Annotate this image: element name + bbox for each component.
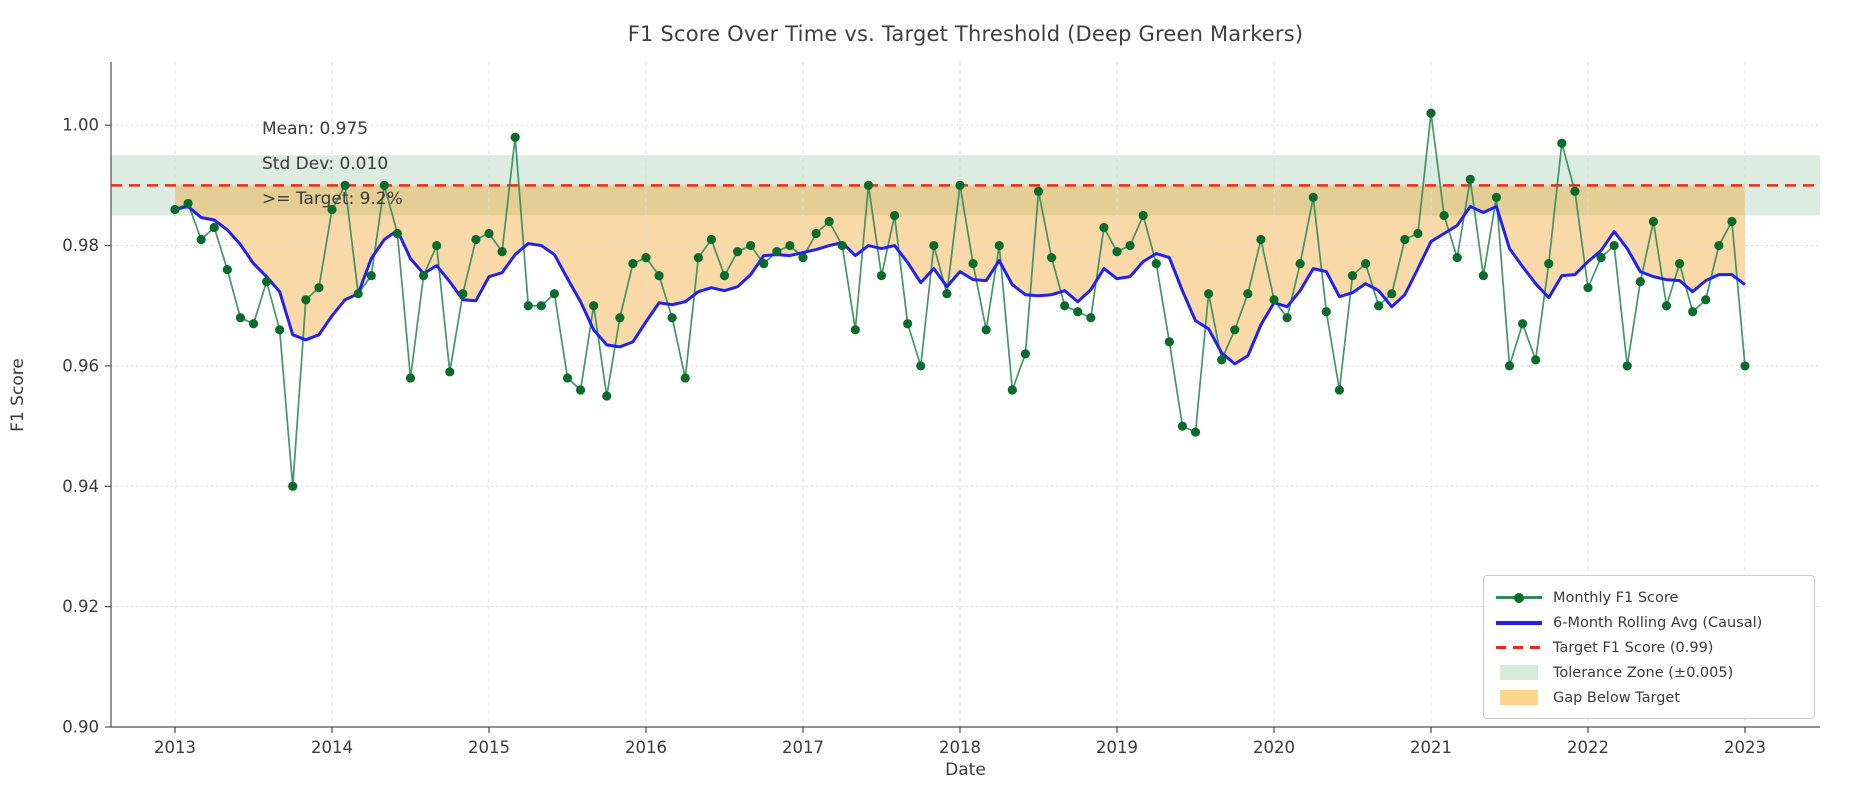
legend-row-monthly: Monthly F1 Score	[1496, 585, 1802, 610]
chart-title: F1 Score Over Time vs. Target Threshold …	[627, 22, 1304, 46]
svg-text:2019: 2019	[1096, 738, 1138, 757]
stat-mean: Mean: 0.975	[262, 119, 369, 139]
legend-row-rolling: 6-Month Rolling Avg (Causal)	[1496, 610, 1802, 635]
svg-text:0.94: 0.94	[62, 477, 99, 496]
stat-stddev: Std Dev: 0.010	[262, 154, 389, 174]
tolerance-zone-swatch-icon	[1496, 665, 1542, 680]
legend-label: Target F1 Score (0.99)	[1553, 639, 1714, 656]
svg-text:1.00: 1.00	[62, 116, 99, 135]
rolling-avg-line	[174, 204, 1746, 366]
svg-text:0.90: 0.90	[62, 718, 99, 737]
svg-text:2023: 2023	[1724, 738, 1766, 757]
svg-text:2021: 2021	[1410, 738, 1452, 757]
rolling-avg-swatch-icon	[1496, 620, 1542, 625]
svg-text:2014: 2014	[311, 738, 353, 757]
legend-box: Monthly F1 Score 6-Month Rolling Avg (Ca…	[1483, 575, 1815, 719]
stats-annotation: Mean: 0.975 Std Dev: 0.010 >= Target: 9.…	[262, 112, 403, 217]
legend-label: Gap Below Target	[1553, 689, 1681, 706]
svg-text:0.96: 0.96	[62, 356, 99, 375]
svg-text:2016: 2016	[625, 738, 667, 757]
gap-band-swatch-icon	[1496, 690, 1542, 705]
legend-row-tolerance: Tolerance Zone (±0.005)	[1496, 660, 1802, 685]
x-axis-label: Date	[945, 760, 986, 780]
legend-row-target: Target F1 Score (0.99)	[1496, 635, 1802, 660]
monthly-series-swatch-icon	[1496, 592, 1542, 603]
legend-label: Tolerance Zone (±0.005)	[1553, 664, 1734, 681]
svg-text:2015: 2015	[468, 738, 510, 757]
legend-label: Monthly F1 Score	[1553, 589, 1679, 606]
target-line-swatch-icon	[1496, 645, 1542, 650]
stat-target-pct: >= Target: 9.2%	[262, 189, 403, 209]
svg-text:2020: 2020	[1253, 738, 1295, 757]
monthly-series-markers	[170, 108, 1750, 491]
svg-text:2013: 2013	[154, 738, 196, 757]
legend-label: 6-Month Rolling Avg (Causal)	[1553, 614, 1763, 631]
svg-text:2018: 2018	[939, 738, 981, 757]
svg-text:0.98: 0.98	[62, 236, 99, 255]
svg-text:2017: 2017	[782, 738, 824, 757]
axis-layer: 0.90 0.92 0.94 0.96 0.98 1.00 2013 2014 2015 2016…	[62, 62, 1820, 757]
svg-text:2022: 2022	[1567, 738, 1609, 757]
legend-row-gap: Gap Below Target	[1496, 685, 1802, 710]
svg-text:0.92: 0.92	[62, 597, 99, 616]
